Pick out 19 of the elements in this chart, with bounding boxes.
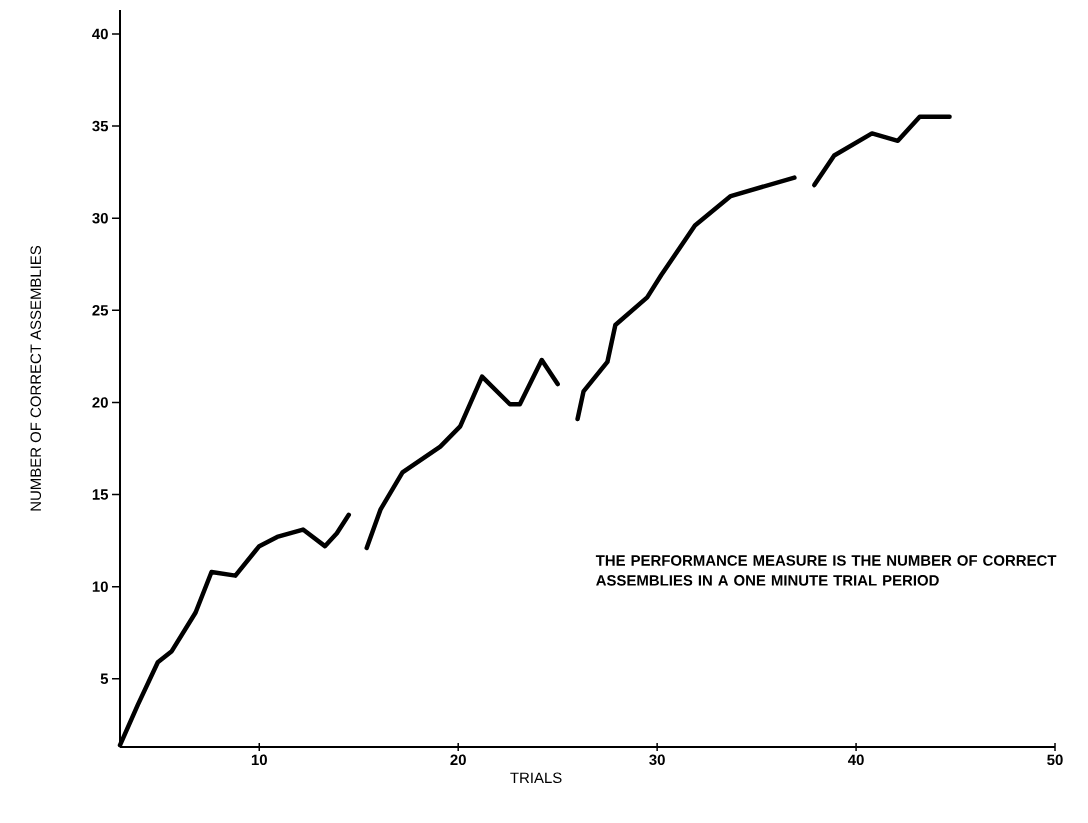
x-tick-label: 10 bbox=[251, 754, 267, 766]
line-series bbox=[364, 357, 560, 551]
line-series bbox=[575, 175, 797, 422]
annotation: THE PERFORMANCE MEASURE IS THE NUMBER OF CORRECT ASSEMBLIES IN A ONE MINUTE TRIAL PERIOD bbox=[595, 555, 1057, 586]
x-axis-title: TRIALS bbox=[510, 772, 562, 784]
y-tick-label: 20 bbox=[92, 397, 108, 408]
y-tick-label: 35 bbox=[92, 120, 109, 132]
y-tick-label: 25 bbox=[92, 305, 109, 316]
x-tick-label: 50 bbox=[1047, 754, 1063, 766]
x-tick-label: 20 bbox=[450, 754, 466, 766]
line-series bbox=[812, 114, 952, 188]
x-tick-label: 30 bbox=[649, 754, 665, 766]
y-tick-label: 15 bbox=[92, 489, 109, 500]
y-tick-label: 10 bbox=[92, 581, 108, 592]
y-tick-label: 40 bbox=[92, 28, 108, 40]
y-tick-label: 30 bbox=[92, 212, 108, 224]
x-tick-label: 40 bbox=[847, 754, 864, 766]
y-tick-label: 5 bbox=[100, 673, 109, 685]
y-axis-title: NUMBER OF CORRECT ASSEMBLIES bbox=[30, 245, 42, 511]
